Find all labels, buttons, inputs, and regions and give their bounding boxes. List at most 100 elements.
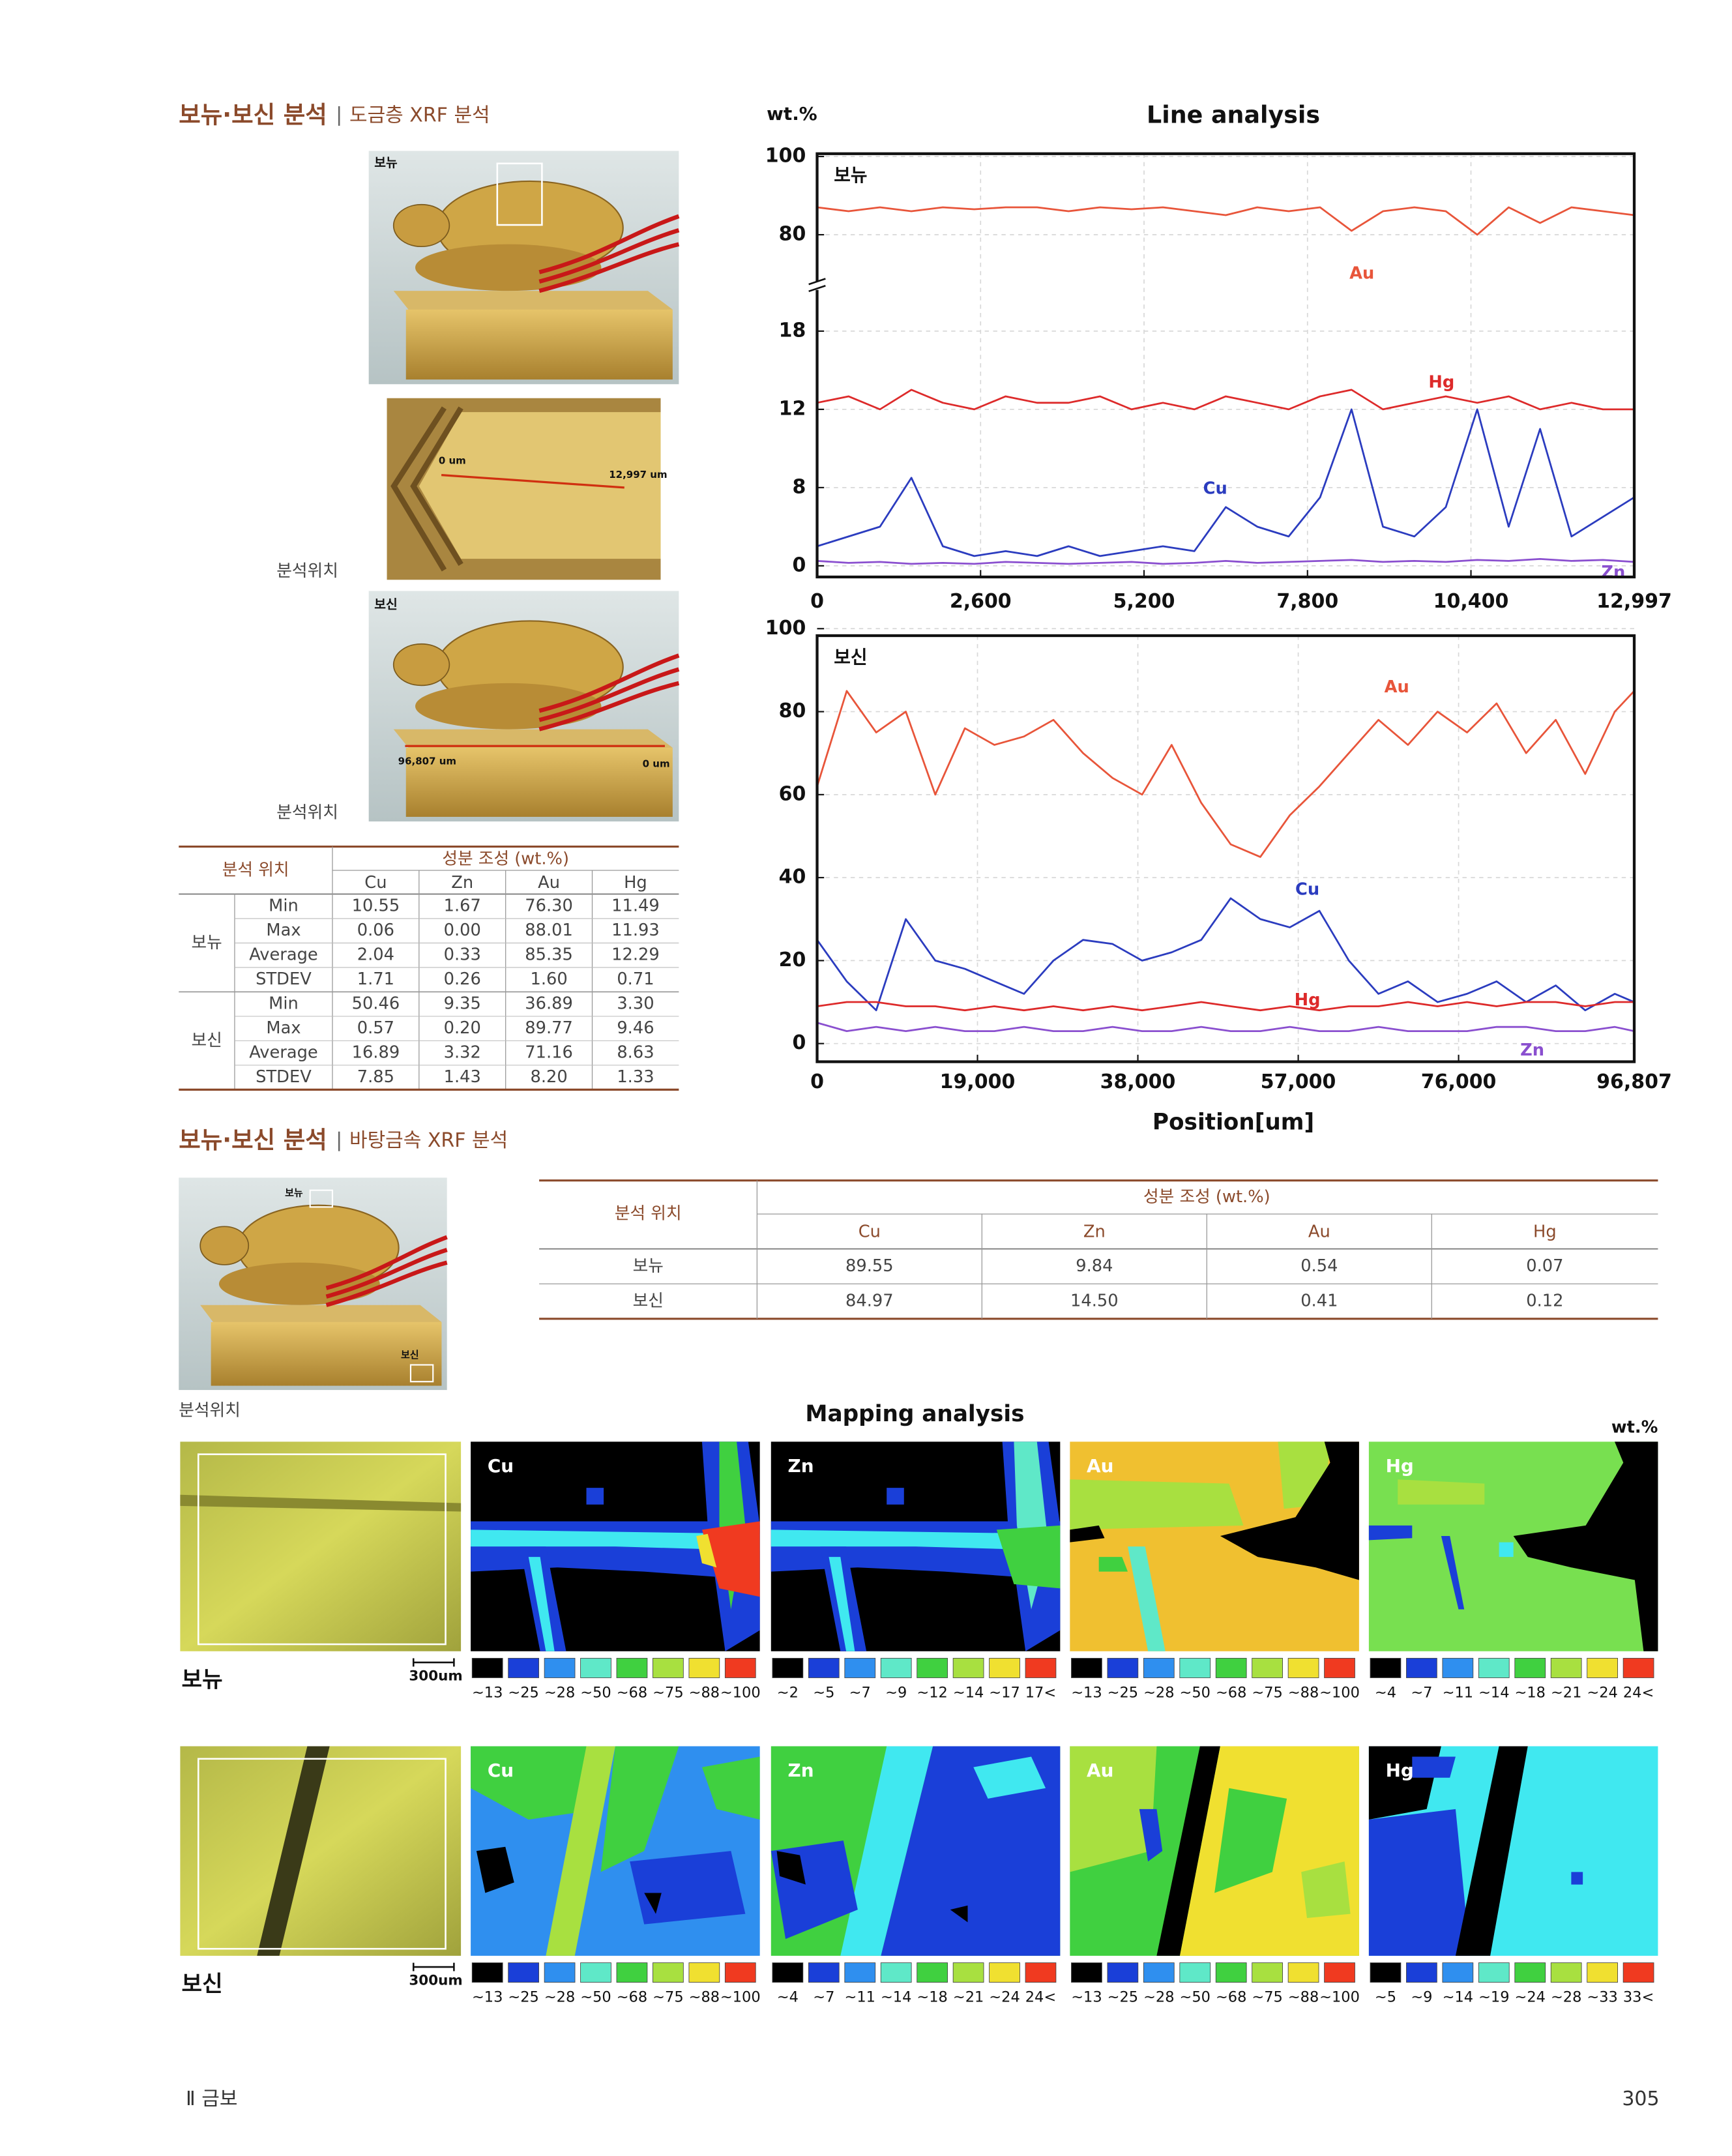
photo-marker: [496, 162, 543, 226]
micrograph-frame: [197, 1758, 447, 1950]
legend-label: ~50: [580, 1989, 611, 2006]
legend-label: ~25: [1108, 1989, 1138, 2006]
table-group: 보뉴: [191, 933, 222, 952]
legend-swatch: [772, 1962, 804, 1983]
photo-scale-label: 0 um: [439, 455, 466, 467]
legend-label: ~5: [813, 1685, 834, 1702]
section-title: 보뉴·보신 분석: [179, 100, 327, 128]
legend-swatch: [1514, 1658, 1546, 1678]
map-region: [1070, 1525, 1105, 1543]
table-header: 성분 조성 (wt.%): [442, 849, 569, 868]
map-region: [701, 1521, 760, 1597]
photo-scale-label: 96,807 um: [398, 755, 456, 767]
photo-marker: [309, 1189, 334, 1208]
legend-swatch: [1406, 1962, 1437, 1983]
panel-label: 보신: [834, 646, 867, 668]
x-tick-label: 12,997: [1596, 590, 1672, 613]
legend-label: ~50: [1180, 1685, 1211, 1702]
photo-label: 보뉴: [285, 1187, 303, 1198]
legend-label: ~11: [1443, 1685, 1473, 1702]
legend-swatch: [724, 1658, 756, 1678]
y-tick-label: 18: [779, 319, 806, 342]
photo-label: 보뉴: [374, 155, 398, 170]
map-region: [776, 1851, 806, 1885]
photo-head: [199, 1226, 250, 1265]
legend-label: ~21: [953, 1989, 984, 2006]
table-cell: 0.71: [617, 969, 654, 989]
data-line: [817, 206, 1635, 236]
table-cell: 85.35: [525, 945, 573, 965]
y-tick-label: 80: [779, 223, 806, 246]
map-region: [1499, 1542, 1514, 1558]
map-region: [1098, 1557, 1128, 1572]
map-region: [1368, 1809, 1471, 1956]
table-stat: Max: [266, 1018, 301, 1038]
table-row-header: 보신: [633, 1292, 664, 1311]
plot-area: [817, 636, 1635, 1062]
table-stat: STDEV: [256, 1067, 312, 1087]
micrograph-feature: [180, 1494, 462, 1512]
legend-label: ~50: [1180, 1989, 1211, 2006]
legend-label: ~28: [544, 1989, 575, 2006]
series-label: Hg: [1428, 373, 1454, 392]
legend-swatch: [544, 1658, 576, 1678]
table-cell: 88.01: [525, 921, 573, 940]
data-line: [817, 1022, 1635, 1033]
map-element-label: Hg: [1386, 1455, 1414, 1477]
section-subtitle: 도금층 XRF 분석: [349, 104, 490, 126]
map-region: [1128, 1546, 1166, 1651]
legend-swatch: [580, 1962, 611, 1983]
map-region: [1214, 1788, 1287, 1893]
table-stat: Average: [249, 1043, 318, 1063]
table-cell: 89.77: [525, 1018, 573, 1038]
y-tick-label: 8: [792, 475, 806, 498]
y-tick-label: 0: [792, 1031, 806, 1054]
legend-swatch: [1287, 1658, 1319, 1678]
legend-label: ~13: [472, 1989, 503, 2006]
table-cell: 1.71: [357, 969, 394, 989]
photo-cable: [325, 1248, 448, 1299]
legend-label: ~25: [1108, 1685, 1138, 1702]
map-region: [1368, 1525, 1413, 1541]
mapping-row-label: 보신: [182, 1971, 223, 1997]
legend-label: ~13: [1071, 1989, 1102, 2006]
photo-base: [405, 309, 673, 380]
legend-swatch: [808, 1962, 840, 1983]
map-region: [1412, 1756, 1456, 1778]
map-region: [546, 1746, 615, 1956]
map-region: [476, 1846, 514, 1893]
table-stat: Min: [269, 994, 299, 1014]
table-cell: 0.33: [444, 945, 481, 965]
legend-swatch: [653, 1962, 684, 1983]
table-cell: 76.30: [525, 896, 573, 916]
table-cell: 8.63: [617, 1043, 654, 1063]
micrograph: [180, 1441, 462, 1651]
legend-swatch: [880, 1962, 912, 1983]
table-cell: 3.30: [617, 994, 654, 1014]
map-region: [1139, 1809, 1163, 1862]
legend-label: 24<: [1025, 1989, 1056, 2006]
table-cell: 1.43: [444, 1067, 481, 1087]
photo-base-metal: [179, 1177, 448, 1391]
legend-swatch: [917, 1962, 948, 1983]
legend-label: ~75: [1252, 1989, 1282, 2006]
legend-swatch: [1179, 1962, 1211, 1983]
section-subtitle: 바탕금속 XRF 분석: [349, 1129, 508, 1152]
table-cell: 8.20: [530, 1067, 567, 1087]
legend-swatch: [1107, 1658, 1139, 1678]
position-label: 분석위치: [179, 1401, 241, 1421]
map-element-label: Cu: [488, 1760, 514, 1781]
legend-label: ~13: [1071, 1685, 1102, 1702]
legend-label: ~24: [1587, 1685, 1617, 1702]
legend-label: ~12: [917, 1685, 947, 1702]
legend-swatch: [1587, 1962, 1618, 1983]
data-line: [817, 1001, 1635, 1012]
series-label: Hg: [1295, 990, 1321, 1010]
photo-closeup-edge: [390, 406, 463, 572]
legend-swatch: [952, 1658, 984, 1678]
legend-swatch: [1622, 1658, 1654, 1678]
table-stat: STDEV: [256, 969, 312, 989]
photo-base: [211, 1322, 442, 1386]
